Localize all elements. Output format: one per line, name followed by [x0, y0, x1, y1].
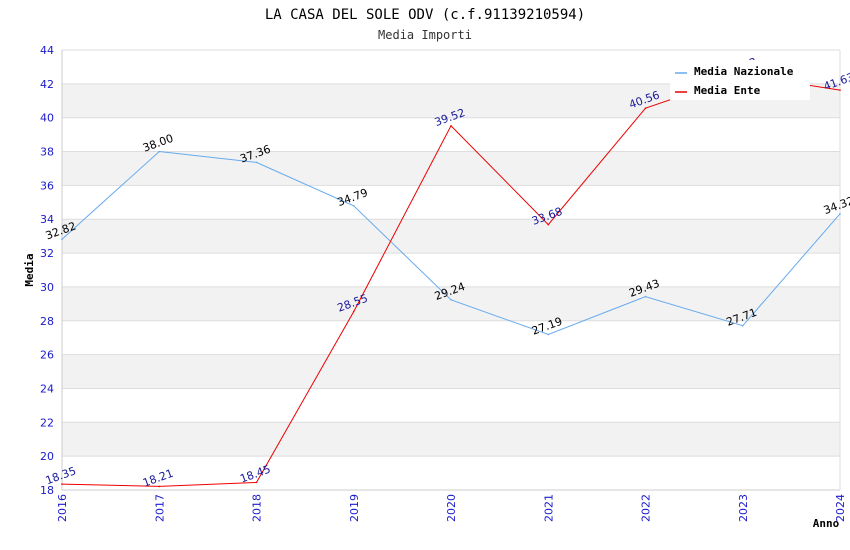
- y-tick-label: 44: [40, 44, 54, 57]
- data-point-media-ente: [158, 485, 161, 488]
- x-tick-label: 2018: [251, 494, 264, 522]
- data-point-media-nazionale: [547, 333, 550, 336]
- y-tick-label: 20: [40, 450, 54, 463]
- grid-band: [62, 286, 840, 321]
- y-tick-label: 18: [40, 484, 54, 497]
- y-tick-label: 26: [40, 349, 54, 362]
- data-point-media-ente: [352, 310, 355, 313]
- data-point-media-nazionale: [839, 213, 841, 215]
- chart-title: LA CASA DEL SOLE ODV (c.f.91139210594): [265, 7, 585, 23]
- data-point-media-ente: [547, 223, 550, 226]
- data-point-media-ente: [839, 89, 841, 91]
- x-axis-label: Anno: [813, 517, 840, 530]
- x-tick-labels: 2016 2017 2018 2019 2020 2021 2022 2023 2024: [56, 494, 847, 522]
- x-tick-label: 2024: [834, 494, 847, 522]
- y-tick-label: 42: [40, 78, 54, 91]
- data-point-media-ente: [255, 481, 258, 484]
- grid-lines: [62, 49, 840, 491]
- x-tick-label: 2020: [445, 494, 458, 522]
- data-point-media-ente: [450, 125, 452, 127]
- y-tick-label: 22: [40, 416, 54, 429]
- data-point-media-nazionale: [255, 161, 258, 164]
- data-point-media-nazionale: [644, 295, 647, 298]
- grid-band: [62, 354, 840, 389]
- y-tick-label: 40: [40, 112, 54, 125]
- legend-label-media-ente: Media Ente: [694, 84, 761, 97]
- data-label-media-nazionale: 34.32: [822, 194, 850, 217]
- data-point-media-ente: [644, 107, 647, 110]
- data-point-media-nazionale: [352, 205, 355, 207]
- y-axis-label: Media: [23, 253, 36, 286]
- y-tick-label: 24: [40, 382, 54, 395]
- x-tick-label: 2017: [153, 494, 166, 522]
- grid-bands: [62, 83, 840, 457]
- y-tick-label: 32: [40, 247, 54, 260]
- legend-background: [670, 60, 810, 100]
- y-tick-label: 38: [40, 146, 54, 159]
- grid-band: [62, 219, 840, 254]
- y-tick-label: 30: [40, 281, 54, 294]
- legend-label-media-nazionale: Media Nazionale: [694, 65, 794, 78]
- data-point-media-nazionale: [741, 324, 744, 327]
- data-point-media-nazionale: [61, 238, 63, 240]
- x-tick-label: 2022: [640, 494, 653, 522]
- data-label-media-ente: 18.35: [44, 464, 78, 487]
- x-tick-label: 2023: [737, 494, 750, 522]
- y-tick-label: 34: [40, 213, 54, 226]
- x-tick-label: 2019: [348, 494, 361, 522]
- chart-subtitle: Media Importi: [378, 28, 472, 42]
- y-tick-labels: 18 20 22 24 26 28 30 32 34 36 38 40 42 44: [40, 44, 54, 497]
- x-tick-label: 2016: [56, 494, 69, 522]
- y-tick-label: 28: [40, 315, 54, 328]
- data-point-media-nazionale: [450, 298, 452, 301]
- data-point-media-nazionale: [158, 150, 161, 153]
- x-tick-label: 2021: [542, 494, 555, 522]
- legend: Media Nazionale Media Ente: [670, 60, 810, 100]
- data-point-media-ente: [61, 483, 63, 485]
- y-tick-label: 36: [40, 179, 54, 192]
- grid-band: [62, 151, 840, 186]
- grid-band: [62, 422, 840, 457]
- axes: [61, 50, 841, 491]
